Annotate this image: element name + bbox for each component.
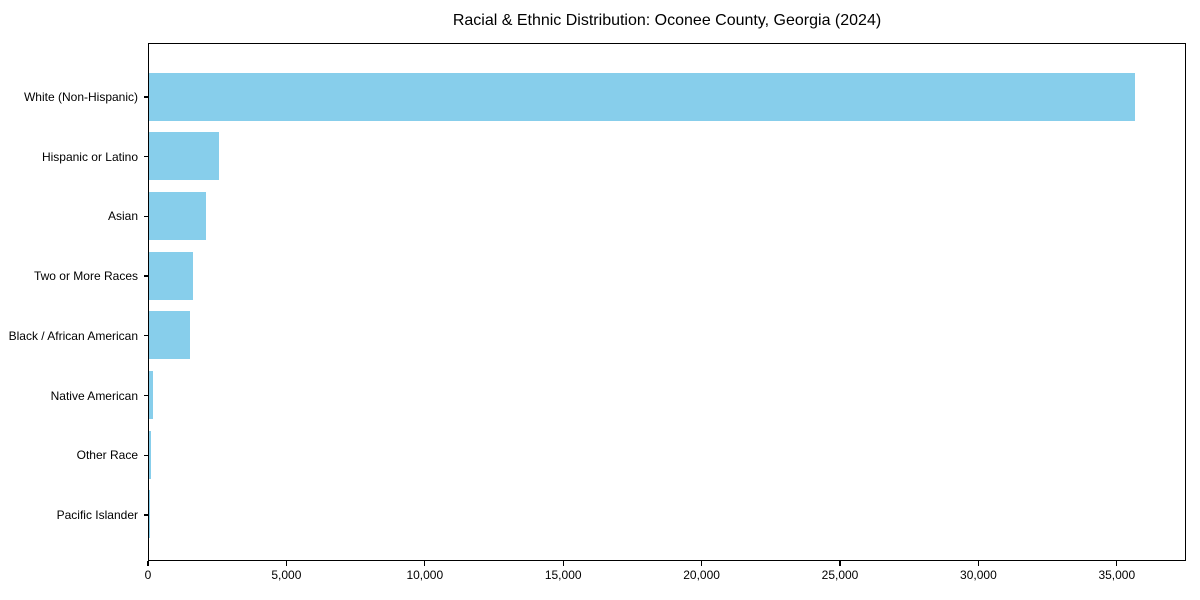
bar-black-african-american [149, 311, 190, 360]
x-tick-mark [1116, 561, 1118, 566]
x-tick-mark [424, 561, 426, 566]
bar-two-or-more-races [149, 251, 193, 300]
x-tick-mark [285, 561, 288, 566]
y-tick-mark [143, 394, 148, 397]
bar-other-race [149, 430, 151, 479]
x-tick-label-10000: 10,000 [406, 568, 444, 582]
y-tick-mark [143, 335, 148, 337]
y-tick-label-asian: Asian [107, 209, 138, 224]
x-tick-mark [147, 561, 149, 566]
bar-asian [149, 191, 207, 240]
bar-white-non-hispanic [149, 72, 1136, 121]
x-tick-mark [562, 561, 564, 566]
x-tick-label-15000: 15,000 [544, 568, 582, 582]
bar-native-american [149, 371, 154, 419]
x-tick-label-30000: 30,000 [960, 568, 997, 582]
x-tick-mark [839, 561, 841, 566]
plot-area [148, 43, 1186, 561]
y-tick-mark [143, 514, 148, 516]
y-tick-label-two-or-more-races: Two or More Races [33, 269, 138, 284]
y-tick-mark [143, 454, 148, 456]
y-tick-mark [143, 275, 148, 277]
y-tick-label-pacific-islander: Pacific Islander [56, 507, 138, 522]
y-tick-mark [143, 96, 148, 98]
x-tick-label-20000: 20,000 [683, 568, 720, 582]
x-tick-label-35000: 35,000 [1098, 568, 1136, 582]
y-tick-label-black-african-american: Black / African American [8, 328, 138, 343]
x-tick-mark [700, 561, 703, 566]
y-tick-mark [143, 215, 148, 218]
x-tick-label-25000: 25,000 [821, 568, 859, 582]
y-tick-label-hispanic-or-latino: Hispanic or Latino [41, 149, 138, 164]
bar-hispanic-or-latino [149, 132, 220, 181]
y-tick-mark [143, 156, 148, 158]
y-tick-label-native-american: Native American [50, 388, 138, 403]
y-tick-label-other-race: Other Race [76, 448, 138, 463]
chart-title: Racial & Ethnic Distribution: Oconee Cou… [452, 12, 882, 29]
x-tick-label-0: 0 [144, 568, 152, 582]
y-tick-label-white-non-hispanic: White (Non-Hispanic) [23, 90, 138, 104]
x-tick-mark [977, 561, 980, 566]
x-tick-label-5000: 5,000 [271, 568, 302, 582]
